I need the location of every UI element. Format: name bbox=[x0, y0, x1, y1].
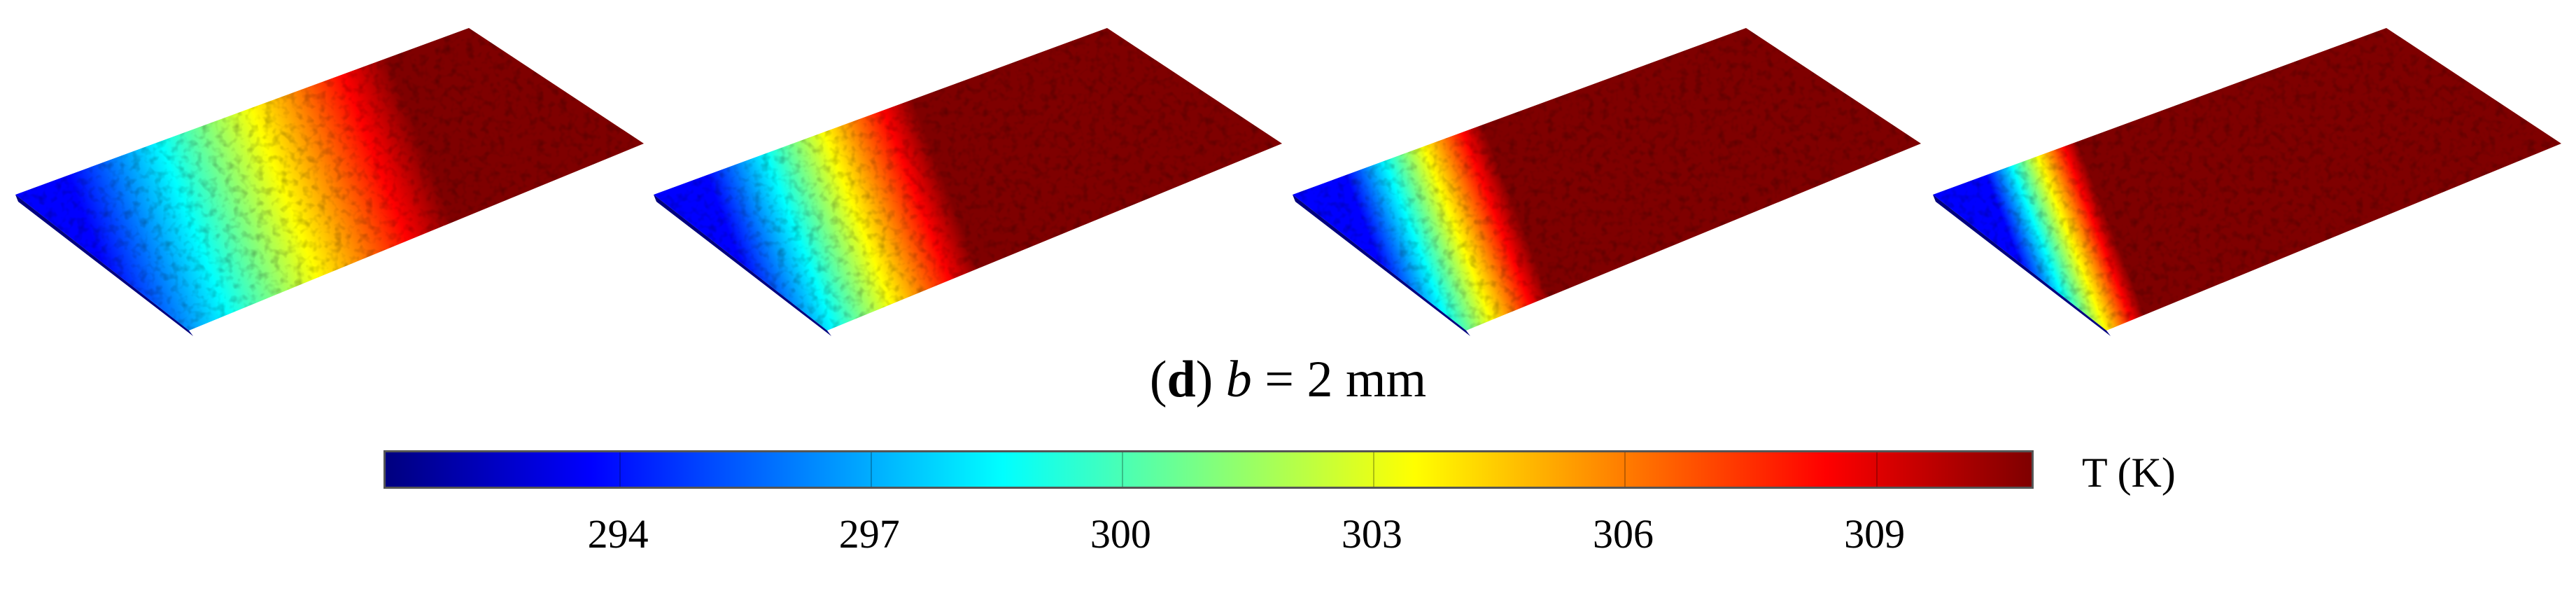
colorbar-tick-label: 297 bbox=[838, 511, 900, 557]
surface-texture bbox=[1293, 28, 1921, 331]
colorbar-tick-label: 294 bbox=[587, 511, 649, 557]
surface-texture bbox=[654, 28, 1282, 331]
colorbar-tick-label: 309 bbox=[1844, 511, 1906, 557]
surface-front-edge bbox=[1293, 195, 1470, 336]
colorbar-tick-mark bbox=[871, 452, 873, 487]
surface-texture bbox=[15, 28, 644, 331]
surface-front-edge bbox=[1933, 195, 2111, 336]
surface-front-edge bbox=[15, 195, 193, 336]
colorbar-tick-mark bbox=[1875, 452, 1878, 487]
caption-label: d bbox=[1167, 351, 1196, 408]
colorbar-tick-mark bbox=[1122, 452, 1124, 487]
temperature-surface-3 bbox=[1293, 28, 1921, 336]
colorbar-tick-label: 300 bbox=[1090, 511, 1151, 557]
caption-variable: b bbox=[1225, 351, 1252, 408]
temperature-surface-4 bbox=[1933, 28, 2561, 336]
surface-texture bbox=[1933, 28, 2561, 331]
caption-value: = 2 mm bbox=[1251, 351, 1427, 408]
temperature-surface-2 bbox=[654, 28, 1282, 336]
colorbar-tick-mark bbox=[1373, 452, 1375, 487]
colorbar-unit-label: T (K) bbox=[2082, 450, 2176, 496]
colorbar-tick-mark bbox=[619, 452, 621, 487]
colorbar-tick-mark bbox=[1624, 452, 1626, 487]
colorbar-tick-label: 303 bbox=[1341, 511, 1402, 557]
colorbar bbox=[383, 450, 2034, 489]
figure-caption: (d) b = 2 mm bbox=[1149, 351, 1427, 408]
temperature-surface-panels bbox=[15, 28, 2561, 336]
temperature-surface-1 bbox=[15, 28, 644, 336]
surface-front-edge bbox=[654, 195, 831, 336]
colorbar-tick-label: 306 bbox=[1592, 511, 1654, 557]
